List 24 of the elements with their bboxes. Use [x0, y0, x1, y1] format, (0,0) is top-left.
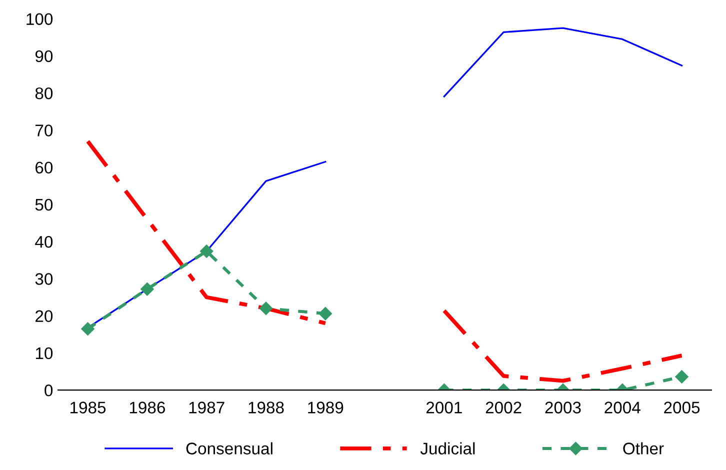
y-tick-label: 70	[36, 124, 53, 136]
x-tick-label: 2003	[545, 402, 581, 414]
y-tick-label: 80	[35, 87, 53, 100]
y-tick-label: 50	[35, 198, 53, 211]
x-tick-label: 2002	[486, 402, 522, 414]
y-tick-label: 100	[26, 13, 53, 26]
y-tick-label: 40	[35, 236, 53, 248]
legend-label: Judicial	[420, 442, 475, 454]
y-tick-label: 30	[35, 273, 53, 285]
legend-label: Consensual	[186, 442, 272, 454]
y-tick-label: 10	[36, 347, 53, 360]
y-tick-label: 0	[44, 384, 53, 396]
x-tick-label: 1989	[308, 402, 344, 414]
x-tick-label: 1987	[189, 402, 224, 414]
y-tick-label: 20	[36, 310, 53, 322]
y-tick-label: 90	[35, 50, 53, 62]
x-tick-label: 2005	[664, 402, 700, 414]
x-tick-label: 1985	[70, 402, 106, 414]
x-tick-label: 1988	[248, 402, 284, 414]
x-tick-label: 2004	[604, 402, 640, 414]
x-tick-label: 1986	[130, 402, 165, 414]
legend-label: Other	[623, 442, 664, 454]
x-tick-label: 2001	[426, 402, 462, 414]
y-tick-label: 60	[36, 162, 53, 174]
